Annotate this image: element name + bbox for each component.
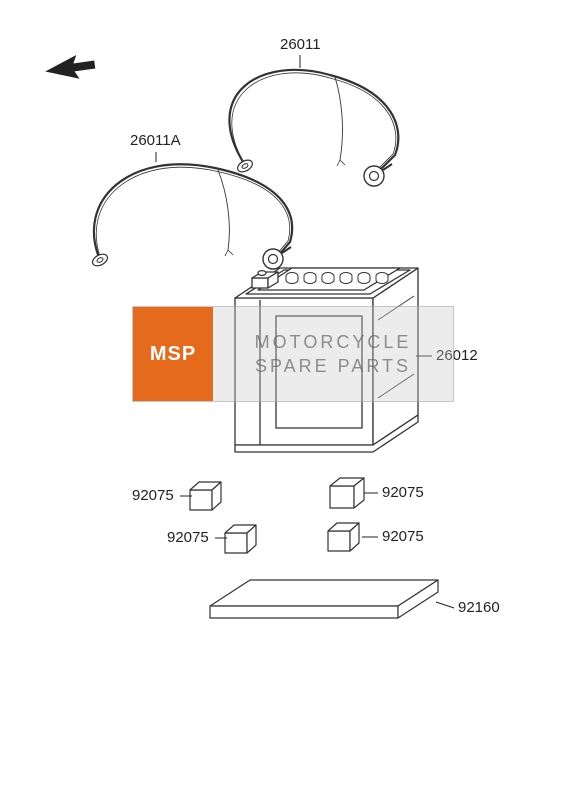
watermark-line2: SPARE PARTS xyxy=(213,354,453,378)
label-92160: 92160 xyxy=(458,599,500,616)
label-92075-3: 92075 xyxy=(382,484,424,501)
diagram-stage: 26011 26011A 26012 92075 92075 92075 920… xyxy=(0,0,584,800)
watermark-text: MOTORCYCLE SPARE PARTS xyxy=(213,330,453,379)
watermark: MSP MOTORCYCLE SPARE PARTS xyxy=(132,306,454,402)
label-92075-2: 92075 xyxy=(167,529,209,546)
watermark-line1: MOTORCYCLE xyxy=(213,330,453,354)
watermark-badge: MSP xyxy=(133,307,213,401)
label-26011A: 26011A xyxy=(130,132,181,149)
label-92075-1: 92075 xyxy=(132,487,174,504)
label-92075-4: 92075 xyxy=(382,528,424,545)
label-26011: 26011 xyxy=(280,36,321,53)
